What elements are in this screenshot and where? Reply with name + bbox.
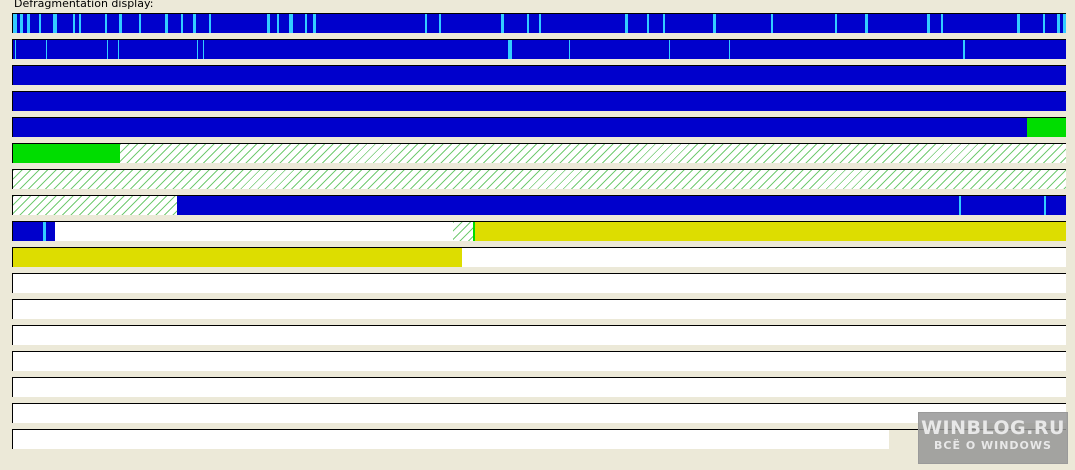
cyan-block [647, 14, 649, 33]
hatched-block [13, 196, 177, 215]
fragmented-block [13, 66, 1066, 85]
cyan-block [165, 14, 168, 33]
cyan-block [1063, 14, 1066, 33]
map-row-6 [12, 143, 1066, 163]
cyan-block [139, 14, 141, 33]
cyan-block [79, 14, 81, 33]
map-row-4 [12, 91, 1066, 111]
cyan-block [203, 40, 204, 59]
cyan-block [729, 40, 730, 59]
cyan-block [267, 14, 270, 33]
cyan-block [313, 14, 316, 33]
map-row-14 [12, 351, 1066, 371]
cyan-block [425, 14, 427, 33]
cyan-block [39, 14, 41, 33]
cyan-block [669, 40, 670, 59]
map-row-2 [12, 39, 1066, 59]
cyan-block [53, 14, 57, 33]
cyan-block [663, 14, 665, 33]
cyan-block [46, 40, 47, 59]
hatched-block [120, 144, 1066, 163]
cyan-block [305, 14, 307, 33]
green-block [1027, 118, 1066, 137]
map-row-7 [12, 169, 1066, 189]
map-row-13 [12, 325, 1066, 345]
free-space [55, 222, 453, 241]
cyan-block [73, 14, 75, 33]
cyan-block [13, 14, 17, 33]
cyan-block [107, 40, 108, 59]
cyan-block [963, 40, 965, 59]
cyan-block [508, 40, 512, 59]
defragmentation-display [12, 13, 1066, 455]
map-row-16 [12, 403, 1066, 423]
cyan-block [835, 14, 837, 33]
cyan-block [1017, 14, 1020, 33]
fragmented-block [13, 222, 55, 241]
fragmented-block [13, 40, 1066, 59]
map-row-8 [12, 195, 1066, 215]
cyan-block [181, 14, 183, 33]
cyan-block [289, 14, 293, 33]
cyan-block [20, 14, 23, 33]
map-row-17 [12, 429, 1066, 449]
cyan-block [209, 14, 211, 33]
cyan-block [527, 14, 529, 33]
cyan-block [713, 14, 716, 33]
fragmented-block [177, 196, 1066, 215]
green-block [473, 222, 475, 241]
hatched-block [453, 222, 473, 241]
cyan-block [569, 40, 570, 59]
cyan-block [119, 14, 122, 33]
cyan-block [771, 14, 773, 33]
panel-title: Defragmentation display: [14, 0, 154, 10]
watermark-title: WINBLOG.RU [921, 417, 1065, 439]
green-block [13, 144, 120, 163]
cyan-block [927, 14, 930, 33]
hatched-block [13, 170, 1066, 189]
cyan-block [1044, 196, 1046, 215]
map-row-1 [12, 13, 1066, 33]
map-row-15 [12, 377, 1066, 397]
cyan-block [193, 14, 196, 33]
map-row-11 [12, 273, 1066, 293]
free-space [462, 248, 1066, 267]
cyan-block [105, 14, 107, 33]
cyan-block [1057, 14, 1060, 33]
cyan-block [1043, 14, 1045, 33]
yellow-block [13, 248, 462, 267]
map-row-5 [12, 117, 1066, 137]
fragmented-block [13, 92, 1066, 111]
cyan-block [15, 40, 16, 59]
map-row-10 [12, 247, 1066, 267]
cyan-block [625, 14, 628, 33]
map-row-9 [12, 221, 1066, 241]
cyan-block [539, 14, 541, 33]
cyan-block [43, 222, 46, 241]
cyan-block [277, 14, 279, 33]
cyan-block [959, 196, 961, 215]
cyan-block [118, 40, 119, 59]
cyan-block [439, 14, 441, 33]
map-row-3 [12, 65, 1066, 85]
cyan-block [501, 14, 504, 33]
cyan-block [27, 14, 30, 33]
map-row-12 [12, 299, 1066, 319]
fragmented-block [13, 118, 1027, 137]
cyan-block [941, 14, 943, 33]
cyan-block [197, 40, 198, 59]
yellow-block [475, 222, 1066, 241]
cyan-block [865, 14, 868, 33]
watermark-logo: WINBLOG.RU ВСЁ О WINDOWS [918, 412, 1068, 464]
watermark-subtitle: ВСЁ О WINDOWS [934, 439, 1052, 452]
